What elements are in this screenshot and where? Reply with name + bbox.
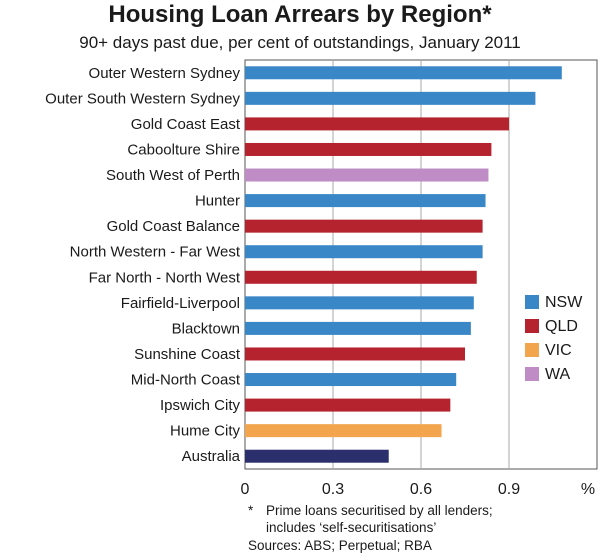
legend-label: NSW xyxy=(545,294,583,311)
bar xyxy=(245,91,536,105)
legend-label: WA xyxy=(545,366,571,383)
category-label: North Western - Far West xyxy=(70,244,241,261)
bar xyxy=(245,321,471,335)
category-label: Mid-North Coast xyxy=(131,372,241,389)
category-label: South West of Perth xyxy=(106,167,240,184)
footnote-line-2: includes ‘self-securitisations’ xyxy=(266,520,437,535)
x-tick-label: 0.6 xyxy=(410,481,432,498)
bar xyxy=(245,194,486,208)
category-label: Hunter xyxy=(195,193,240,210)
legend-swatch xyxy=(525,295,539,309)
bar xyxy=(245,219,483,233)
x-tick-label: 0 xyxy=(241,481,250,498)
bar xyxy=(245,347,465,361)
bar xyxy=(245,424,442,438)
legend-label: QLD xyxy=(545,318,578,335)
category-label: Sunshine Coast xyxy=(134,346,241,363)
category-label: Far North - North West xyxy=(89,269,241,286)
footnote-line-1: Prime loans securitised by all lenders; xyxy=(266,503,493,518)
x-unit-label: % xyxy=(581,481,595,498)
bar-chart: Outer Western Sydney Outer South Western … xyxy=(45,59,598,498)
bar xyxy=(245,270,477,284)
x-tick-label: 0.9 xyxy=(498,481,520,498)
category-label: Blacktown xyxy=(172,320,240,337)
category-label: Gold Coast East xyxy=(131,116,241,133)
category-label: Caboolture Shire xyxy=(127,141,240,158)
legend-label: VIC xyxy=(545,342,572,359)
legend-swatch xyxy=(525,367,539,381)
sources-note: Sources: ABS; Perpetual; RBA xyxy=(248,538,432,553)
bar xyxy=(245,66,562,80)
bar xyxy=(245,117,509,131)
bar xyxy=(245,373,457,387)
category-label: Outer South Western Sydney xyxy=(45,90,240,107)
category-label: Australia xyxy=(182,448,241,465)
chart-subtitle: 90+ days past due, per cent of outstandi… xyxy=(79,33,521,52)
bar xyxy=(245,245,483,259)
footnotes: * Prime loans securitised by all lenders… xyxy=(248,502,493,554)
legend-swatch xyxy=(525,343,539,357)
chart-title: Housing Loan Arrears by Region* xyxy=(108,1,492,28)
bar xyxy=(245,296,474,310)
bar xyxy=(245,398,451,412)
bar xyxy=(245,168,489,182)
bar xyxy=(245,449,389,463)
category-label: Ipswich City xyxy=(160,397,241,414)
legend-swatch xyxy=(525,319,539,333)
category-label: Hume City xyxy=(170,423,241,440)
footnote-marker: * xyxy=(248,503,254,518)
category-label: Gold Coast Balance xyxy=(107,218,240,235)
bar xyxy=(245,142,492,156)
category-label: Outer Western Sydney xyxy=(89,65,241,82)
x-tick-label: 0.3 xyxy=(322,481,344,498)
category-label: Fairfield-Liverpool xyxy=(121,295,240,312)
